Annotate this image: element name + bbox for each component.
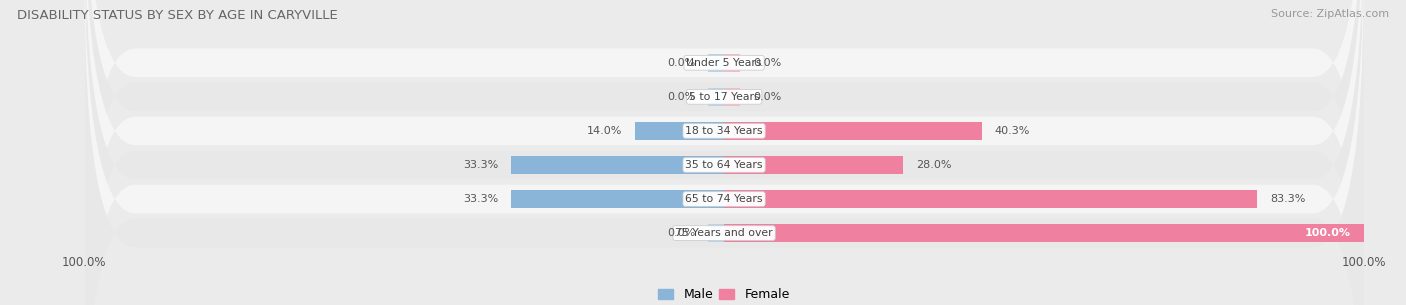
Text: 83.3%: 83.3% <box>1270 194 1305 204</box>
Text: 5 to 17 Years: 5 to 17 Years <box>689 92 759 102</box>
Text: 100.0%: 100.0% <box>1305 228 1351 238</box>
Text: 40.3%: 40.3% <box>994 126 1031 136</box>
Bar <box>709 224 724 242</box>
Text: 33.3%: 33.3% <box>463 160 498 170</box>
Text: 75 Years and over: 75 Years and over <box>675 228 773 238</box>
Text: 65 to 74 Years: 65 to 74 Years <box>685 194 763 204</box>
Text: 18 to 34 Years: 18 to 34 Years <box>685 126 763 136</box>
Text: Under 5 Years: Under 5 Years <box>686 58 762 68</box>
Bar <box>724 224 1364 242</box>
Bar <box>510 156 724 174</box>
Bar <box>724 88 740 106</box>
Text: 35 to 64 Years: 35 to 64 Years <box>685 160 763 170</box>
Text: 0.0%: 0.0% <box>752 92 782 102</box>
Text: 14.0%: 14.0% <box>586 126 621 136</box>
Bar <box>724 190 1257 208</box>
Text: Source: ZipAtlas.com: Source: ZipAtlas.com <box>1271 9 1389 19</box>
Text: 0.0%: 0.0% <box>666 228 696 238</box>
Bar <box>709 88 724 106</box>
FancyBboxPatch shape <box>84 0 1364 305</box>
Bar <box>724 54 740 72</box>
FancyBboxPatch shape <box>84 0 1364 305</box>
FancyBboxPatch shape <box>84 0 1364 305</box>
Text: 0.0%: 0.0% <box>666 92 696 102</box>
Text: 28.0%: 28.0% <box>917 160 952 170</box>
FancyBboxPatch shape <box>84 0 1364 305</box>
FancyBboxPatch shape <box>84 0 1364 305</box>
FancyBboxPatch shape <box>84 0 1364 305</box>
Bar <box>510 190 724 208</box>
Bar <box>709 54 724 72</box>
Text: 33.3%: 33.3% <box>463 194 498 204</box>
Text: 0.0%: 0.0% <box>752 58 782 68</box>
Text: DISABILITY STATUS BY SEX BY AGE IN CARYVILLE: DISABILITY STATUS BY SEX BY AGE IN CARYV… <box>17 9 337 22</box>
Legend: Male, Female: Male, Female <box>658 288 790 301</box>
Text: 0.0%: 0.0% <box>666 58 696 68</box>
Bar <box>724 122 981 140</box>
Bar <box>634 122 724 140</box>
Bar <box>724 156 903 174</box>
